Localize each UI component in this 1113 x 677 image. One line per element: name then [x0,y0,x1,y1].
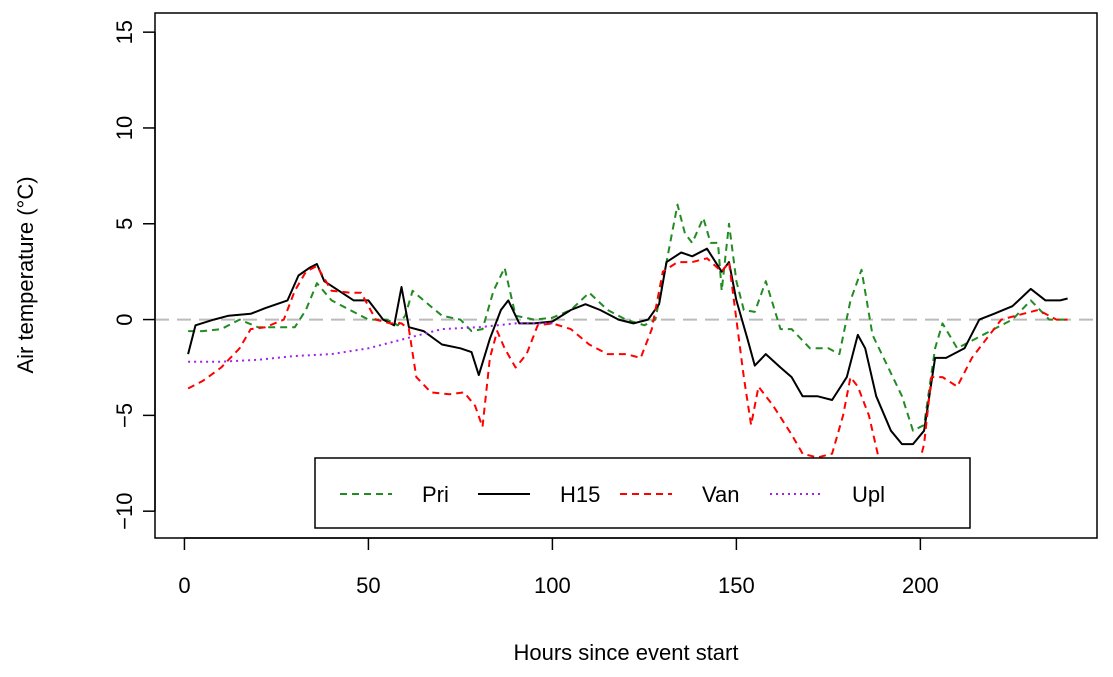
series-line-van [187,257,1068,484]
legend-label: Upl [852,482,885,507]
legend-label: H15 [560,482,600,507]
x-tick-label: 50 [356,573,380,598]
x-tick-label: 200 [902,573,939,598]
legend-item-pri: Pri [340,482,449,507]
y-axis: −10 −5 0 5 10 15 [112,20,156,530]
series-line-h15 [187,247,1068,446]
y-tick-label: 15 [112,20,137,44]
x-tick-label: 150 [718,573,755,598]
y-tick-label: −5 [112,403,137,428]
legend-item-h15: H15 [478,482,600,507]
legend-label: Pri [422,482,449,507]
y-tick-label: 5 [112,218,137,230]
legend-label: Van [702,482,740,507]
legend-box [314,457,971,529]
series-line-upl [188,322,553,363]
legend-item-upl: Upl [770,482,885,507]
y-tick-label: 10 [112,116,137,140]
legend-item-van: Van [620,482,740,507]
y-tick-label: −10 [112,493,137,530]
y-axis-title: Air temperature (°C) [13,176,38,373]
series-layer [187,203,1068,484]
series-line-pri [188,203,1068,432]
x-axis-title: Hours since event start [514,640,739,665]
x-tick-label: 0 [178,573,190,598]
legend: Pri H15 Van Upl [314,457,971,529]
x-tick-label: 100 [534,573,571,598]
x-axis: 0 50 100 150 200 [178,537,939,598]
y-tick-label: 0 [112,313,137,325]
